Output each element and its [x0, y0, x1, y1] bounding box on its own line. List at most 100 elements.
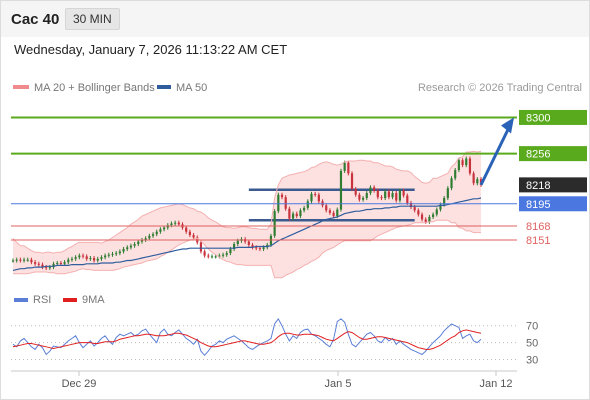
candle-body — [395, 193, 398, 201]
candle-body — [409, 202, 413, 208]
forecast-arrow-head — [501, 117, 514, 134]
candle-body — [354, 188, 357, 195]
legend-bb-label: MA 20 + Bollinger Bands — [34, 82, 155, 94]
level-label-8151: 8151 — [526, 235, 550, 247]
level-tag-8300 — [519, 109, 587, 125]
rsi-series-rsi — [12, 317, 482, 357]
candle-body — [170, 223, 173, 226]
legend-rsi-label: RSI — [33, 294, 51, 306]
candle-body — [280, 194, 284, 198]
candle-body — [387, 191, 390, 198]
candle-body — [52, 263, 55, 268]
candle-body — [328, 210, 332, 213]
candle-body — [402, 190, 405, 196]
candle-body — [162, 227, 166, 230]
level-tag-8195 — [519, 196, 587, 212]
candle-body — [92, 258, 96, 261]
candle-body — [317, 194, 320, 202]
legend-rsi-swatch — [14, 298, 28, 302]
candle-body — [177, 222, 180, 225]
timeframe-button[interactable]: 30 MIN — [65, 8, 120, 30]
x-tick-label: Dec 29 — [62, 378, 97, 390]
candle-body — [199, 242, 203, 252]
candle-body — [210, 256, 214, 258]
candle-body — [207, 255, 210, 257]
candle-body — [74, 257, 77, 259]
candle-body — [343, 162, 346, 171]
candle-body — [185, 227, 188, 232]
candle-body — [11, 260, 15, 262]
candle-body — [26, 259, 29, 261]
candle-body — [420, 214, 424, 220]
candle-body — [19, 259, 22, 261]
legend-9ma-label: 9MA — [82, 294, 105, 306]
candle-body — [284, 197, 287, 209]
candle-body — [48, 267, 51, 269]
candle-body — [247, 241, 250, 245]
candle-body — [104, 255, 107, 258]
candle-body — [129, 245, 133, 248]
candle-body — [41, 264, 44, 268]
candle-body — [22, 259, 26, 261]
candle-body — [373, 187, 376, 191]
candle-body — [67, 259, 70, 263]
candle-body — [118, 251, 121, 254]
candle-body — [133, 244, 136, 246]
legend-ma50-label: MA 50 — [176, 82, 207, 94]
candle-body — [59, 262, 63, 264]
candle-body — [155, 231, 158, 235]
candle-body — [428, 216, 431, 222]
candle-body — [461, 160, 464, 166]
candle-body — [229, 249, 232, 254]
ma50-line — [12, 197, 482, 271]
forecast-arrow-shaft — [479, 124, 512, 186]
candle-body — [380, 197, 383, 199]
candle-body — [306, 201, 309, 208]
candle-body — [443, 198, 446, 205]
candle-body — [288, 208, 291, 219]
candle-body — [347, 162, 350, 174]
candle-body — [339, 170, 343, 210]
bollinger-band-fill — [13, 151, 481, 278]
candle-body — [299, 210, 302, 217]
candle-body — [424, 219, 427, 222]
candle-body — [221, 254, 225, 256]
candle-body — [15, 259, 18, 261]
bollinger-upper-line — [12, 150, 482, 254]
candle-body — [291, 213, 295, 219]
candle-body — [258, 248, 261, 250]
candle-body — [454, 170, 457, 179]
candle-body — [350, 173, 354, 189]
candle-body — [100, 257, 103, 259]
candle-body — [336, 209, 339, 217]
x-tick-label: Jan 12 — [479, 378, 512, 390]
candle-body — [358, 194, 361, 200]
candle-body — [391, 193, 394, 198]
candle-body — [369, 187, 372, 194]
rsi-tick-50: 50 — [526, 338, 538, 350]
candle-body — [439, 204, 442, 210]
level-tag-8218 — [519, 177, 587, 193]
candle-body — [398, 190, 402, 201]
candle-body — [310, 193, 313, 202]
candle-body — [137, 241, 140, 245]
candle-body — [233, 244, 236, 249]
candle-body — [314, 193, 317, 195]
level-label-8168: 8168 — [526, 221, 550, 233]
candle-body — [148, 235, 151, 239]
candle-body — [30, 259, 33, 263]
candle-body — [34, 262, 37, 264]
x-tick-label: Jan 5 — [325, 378, 352, 390]
candle-body — [472, 173, 475, 184]
candle-body — [303, 207, 306, 211]
candle-body — [446, 188, 449, 199]
chart-datetime: Wednesday, January 7, 2026 11:13:22 AM C… — [14, 42, 288, 57]
legend-bb-swatch — [13, 85, 29, 89]
candle-body — [332, 212, 335, 217]
copyright-text: Research © 2026 Trading Central — [418, 82, 582, 94]
level-label-8195: 8195 — [526, 199, 550, 211]
candle-body — [115, 253, 118, 255]
candle-body — [325, 205, 328, 211]
candle-body — [450, 178, 453, 189]
